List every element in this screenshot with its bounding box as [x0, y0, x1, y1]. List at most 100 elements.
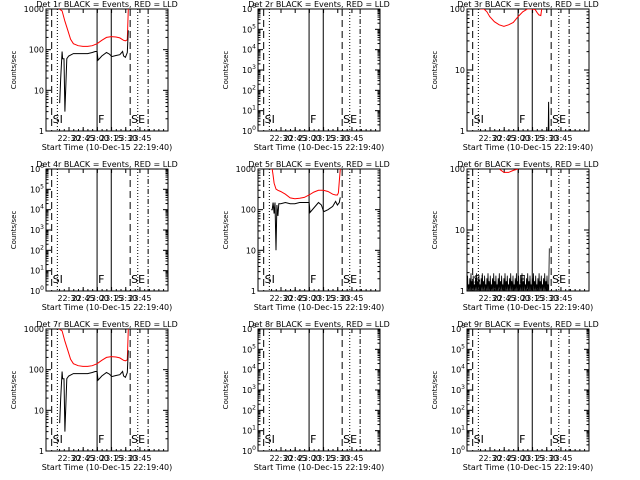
- x-tick-label: 23:30: [326, 454, 349, 463]
- y-tick-label: 100: [30, 285, 44, 296]
- x-tick-label: 23:45: [128, 134, 151, 143]
- x-tick-label: 23:45: [128, 294, 151, 303]
- marker-label-si: SI: [53, 433, 63, 446]
- x-tick-label: 22:45: [284, 134, 307, 143]
- y-tick-label: 100: [242, 445, 256, 456]
- marker-label-f: F: [98, 433, 104, 446]
- series-events-line: [547, 101, 550, 131]
- y-tick-label: 103: [242, 384, 256, 395]
- x-tick-label: 23:30: [114, 294, 137, 303]
- series-lld-line: [480, 9, 543, 27]
- marker-label-se: SE: [343, 113, 357, 126]
- marker-label-si: SI: [474, 113, 484, 126]
- x-tick-label: 22:30: [57, 454, 80, 463]
- chart-panel-4: Det 4r BLACK = Events, RED = LLD 100 101 10…: [10, 160, 178, 312]
- y-tick-label: 1000: [24, 325, 44, 334]
- marker-label-si: SI: [53, 113, 63, 126]
- plot-frame: [257, 8, 381, 132]
- y-tick-label: 1000: [236, 165, 256, 174]
- marker-label-se: SE: [343, 433, 357, 446]
- y-tick-label: 103: [242, 64, 256, 75]
- y-tick-label: 1: [460, 287, 465, 296]
- x-tick-label: 22:30: [478, 454, 501, 463]
- x-tick-label: 22:45: [284, 294, 307, 303]
- y-axis-label: Counts/sec: [431, 211, 439, 250]
- x-tick-label: 22:30: [269, 454, 292, 463]
- y-axis-label: Counts/sec: [431, 371, 439, 410]
- x-tick-label: 23:00: [507, 294, 530, 303]
- x-tick-label: 23:30: [114, 454, 137, 463]
- marker-label-f: F: [310, 433, 316, 446]
- y-tick-label: 105: [242, 343, 256, 354]
- x-tick-label: 23:45: [340, 294, 363, 303]
- marker-label-si: SI: [265, 273, 275, 286]
- chart-panel-9: Det 9r BLACK = Events, RED = LLD 100 101 10…: [431, 320, 599, 472]
- y-tick-label: 106: [242, 3, 256, 14]
- chart-panel-7: Det 7r BLACK = Events, RED = LLD 1 10 100 10…: [10, 320, 178, 472]
- y-tick-label: 100: [29, 366, 44, 375]
- x-tick-label: 23:45: [549, 134, 572, 143]
- y-tick-label: 10: [34, 86, 44, 95]
- x-tick-label: 23:15: [312, 294, 335, 303]
- series-events-line: [271, 197, 341, 251]
- x-axis-label: Start Time (10-Dec-15 22:19:40): [42, 463, 173, 472]
- marker-label-f: F: [519, 433, 525, 446]
- x-axis-label: Start Time (10-Dec-15 22:19:40): [254, 303, 385, 312]
- plot-frame: [466, 168, 590, 292]
- y-tick-label: 101: [242, 105, 256, 116]
- marker-label-si: SI: [474, 433, 484, 446]
- y-tick-label: 10: [34, 406, 44, 415]
- x-tick-label: 22:45: [493, 294, 516, 303]
- y-tick-label: 101: [451, 425, 465, 436]
- series-lld-line: [58, 329, 129, 367]
- marker-label-f: F: [310, 113, 316, 126]
- x-tick-label: 23:45: [340, 134, 363, 143]
- chart-panel-2: Det 2r BLACK = Events, RED = LLD 100 101 10…: [222, 0, 390, 152]
- y-tick-label: 1000: [24, 5, 44, 14]
- plot-frame: [45, 168, 169, 292]
- x-tick-label: 22:30: [269, 294, 292, 303]
- series-lld-line: [58, 9, 129, 47]
- y-tick-label: 100: [450, 5, 465, 14]
- y-tick-label: 102: [242, 84, 256, 95]
- x-tick-label: 23:15: [521, 134, 544, 143]
- series-events-line: [59, 30, 129, 112]
- y-tick-label: 100: [242, 125, 256, 136]
- chart-panel-6: Det 6r BLACK = Events, RED = LLD 1 10 100 Co…: [431, 160, 599, 312]
- x-tick-label: 23:15: [100, 294, 123, 303]
- x-tick-label: 22:45: [493, 134, 516, 143]
- x-tick-label: 23:30: [535, 454, 558, 463]
- y-tick-label: 101: [30, 265, 44, 276]
- y-tick-label: 1: [251, 287, 256, 296]
- marker-label-se: SE: [131, 273, 145, 286]
- x-tick-label: 23:00: [298, 294, 321, 303]
- x-tick-label: 23:30: [535, 294, 558, 303]
- chart-title: Det 8r BLACK = Events, RED = LLD: [248, 320, 390, 329]
- plot-frame: [466, 328, 590, 452]
- y-tick-label: 103: [30, 224, 44, 235]
- y-tick-label: 106: [242, 323, 256, 334]
- x-tick-label: 22:45: [72, 294, 95, 303]
- x-tick-label: 23:30: [535, 134, 558, 143]
- x-tick-label: 22:45: [493, 454, 516, 463]
- y-axis-label: Counts/sec: [222, 51, 230, 90]
- y-tick-label: 10: [246, 246, 256, 255]
- chart-panel-1: Det 1r BLACK = Events, RED = LLD 1 10 100 10…: [10, 0, 178, 152]
- x-tick-label: 23:45: [340, 454, 363, 463]
- x-axis-label: Start Time (10-Dec-15 22:19:40): [42, 143, 173, 152]
- marker-label-f: F: [98, 113, 104, 126]
- x-axis-label: Start Time (10-Dec-15 22:19:40): [254, 463, 385, 472]
- marker-label-se: SE: [552, 113, 566, 126]
- chart-title: Det 9r BLACK = Events, RED = LLD: [457, 320, 599, 329]
- series-lld-line: [498, 169, 519, 173]
- y-tick-label: 1: [39, 447, 44, 456]
- y-tick-label: 100: [451, 445, 465, 456]
- y-tick-label: 100: [450, 165, 465, 174]
- y-tick-label: 101: [242, 425, 256, 436]
- y-axis-label: Counts/sec: [431, 51, 439, 90]
- marker-label-f: F: [519, 113, 525, 126]
- x-tick-label: 23:15: [521, 294, 544, 303]
- x-axis-label: Start Time (10-Dec-15 22:19:40): [254, 143, 385, 152]
- y-tick-label: 1: [460, 127, 465, 136]
